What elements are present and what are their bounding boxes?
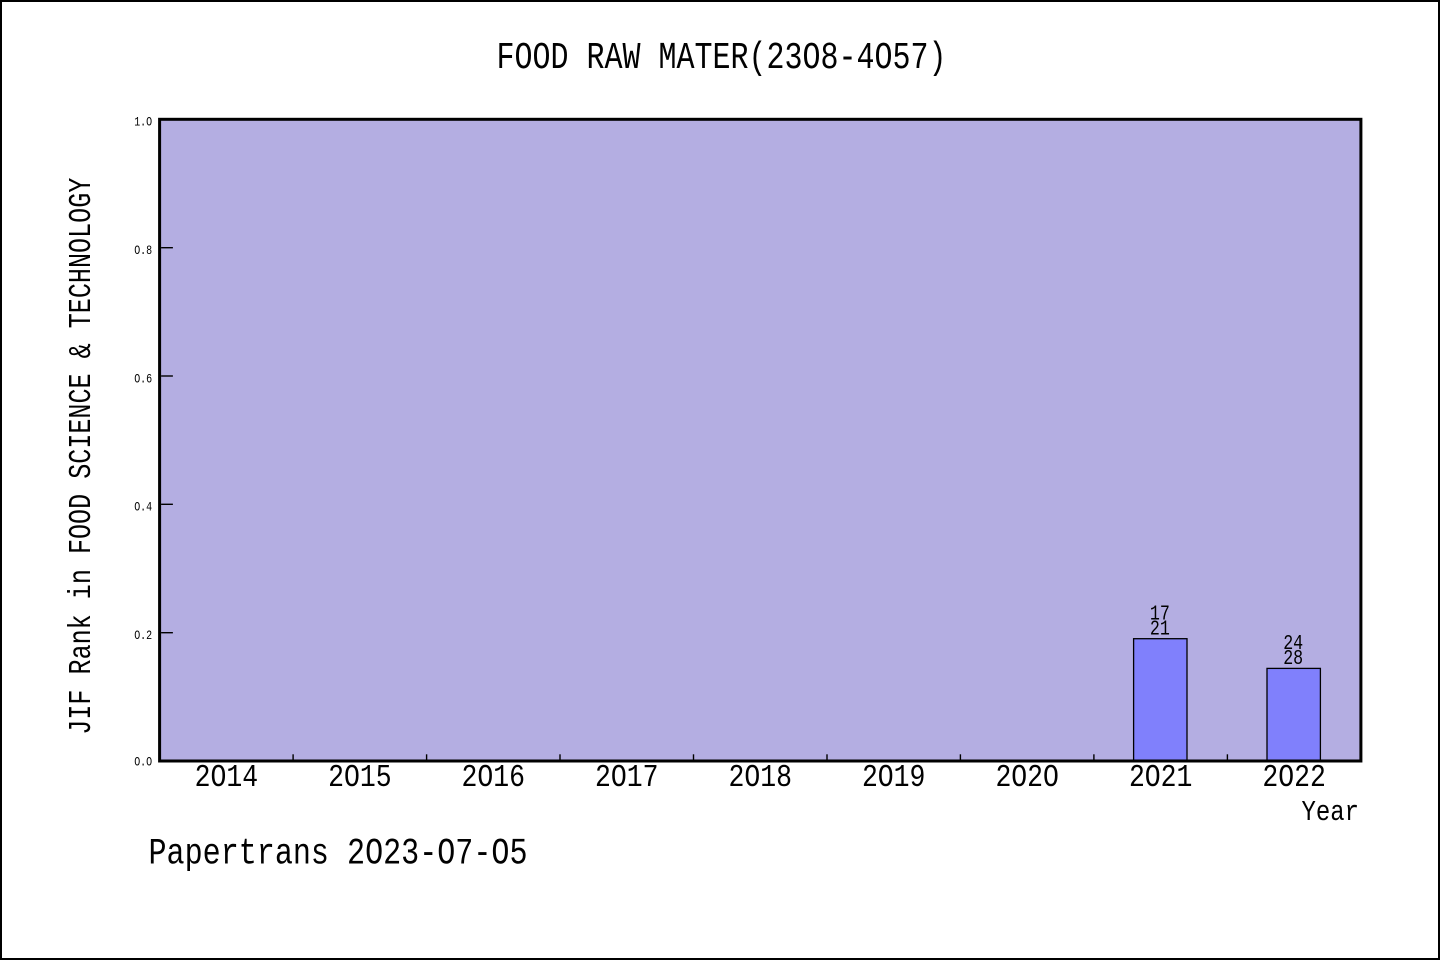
svg-text:FOOD RAW MATER(23O8-4O57): FOOD RAW MATER(23O8-4O57)	[497, 37, 947, 80]
svg-text:2O14: 2O14	[195, 761, 259, 796]
svg-text:O.O: O.O	[134, 755, 152, 770]
svg-text:28: 28	[1283, 648, 1303, 671]
svg-text:JIF Rank in FOOD SCIENCE & TEC: JIF Rank in FOOD SCIENCE & TECHNOLOGY	[65, 178, 100, 735]
svg-text:2O15: 2O15	[328, 761, 392, 796]
svg-text:2O16: 2O16	[462, 761, 526, 796]
svg-text:2O22: 2O22	[1262, 761, 1326, 796]
svg-text:O.4: O.4	[134, 500, 152, 515]
svg-text:21: 21	[1150, 618, 1170, 641]
svg-text:2O17: 2O17	[595, 761, 659, 796]
svg-text:Papertrans 2O23-O7-O5: Papertrans 2O23-O7-O5	[149, 834, 528, 876]
svg-text:17: 17	[1150, 603, 1170, 626]
svg-text:O.8: O.8	[134, 243, 152, 258]
svg-text:2O19: 2O19	[862, 761, 926, 796]
svg-text:24: 24	[1283, 633, 1303, 656]
svg-text:O.6: O.6	[134, 371, 152, 386]
svg-text:2O18: 2O18	[729, 761, 793, 796]
svg-text:Year: Year	[1302, 796, 1360, 829]
svg-text:O.2: O.2	[134, 628, 152, 643]
svg-text:2O2O: 2O2O	[995, 761, 1059, 796]
svg-text:1.O: 1.O	[134, 115, 152, 130]
svg-text:2O21: 2O21	[1129, 761, 1193, 796]
